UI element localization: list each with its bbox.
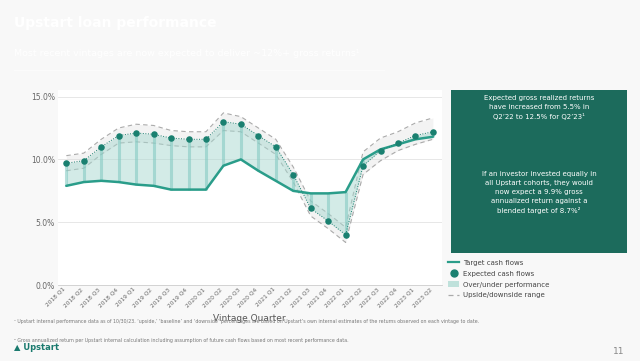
Text: 11: 11 [612,347,624,356]
Point [148,131,159,137]
Text: ² Gross annualized return per Upstart internal calculation including assumption : ² Gross annualized return per Upstart in… [14,338,349,343]
Point [79,158,89,164]
Point [271,144,281,150]
Point [393,140,403,146]
Point [113,132,124,138]
Point [340,232,351,238]
Point [201,136,211,142]
Text: ▲ Upstart: ▲ Upstart [14,343,60,352]
Point [376,148,386,153]
Text: Upstart loan performance: Upstart loan performance [14,16,217,30]
X-axis label: Vintage Quarter: Vintage Quarter [213,313,286,322]
Point [305,205,316,211]
Point [288,171,298,177]
Point [323,218,333,224]
Point [410,132,420,138]
Point [236,121,246,127]
Text: Most recent vintages are now expected to deliver ~12%+ gross returns¹: Most recent vintages are now expected to… [14,49,360,58]
Point [428,129,438,135]
FancyBboxPatch shape [442,82,636,261]
Point [184,136,194,142]
Point [358,163,368,169]
Point [218,119,228,125]
Text: If an investor invested equally in
all Upstart cohorts, they would
now expect a : If an investor invested equally in all U… [482,171,596,214]
Point [253,132,264,138]
Point [166,135,176,141]
Text: Expected gross realized returns
have increased from 5.5% in
Q2’22 to 12.5% for Q: Expected gross realized returns have inc… [484,95,595,120]
Text: ¹ Upstart internal performance data as of 10/30/23. ‘upside,’ ‘baseline’ and ‘do: ¹ Upstart internal performance data as o… [14,319,479,325]
Point [61,160,72,166]
Legend: Target cash flows, Expected cash flows, Over/under performance, Upside/downside : Target cash flows, Expected cash flows, … [448,260,549,299]
Point [131,130,141,136]
Point [96,144,106,150]
